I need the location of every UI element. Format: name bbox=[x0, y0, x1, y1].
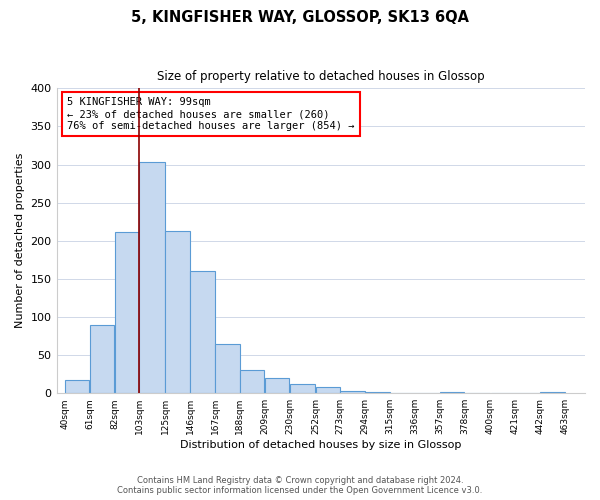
Bar bbox=[115, 232, 139, 393]
Text: 5, KINGFISHER WAY, GLOSSOP, SK13 6QA: 5, KINGFISHER WAY, GLOSSOP, SK13 6QA bbox=[131, 10, 469, 25]
Bar bbox=[290, 384, 315, 393]
Bar bbox=[90, 324, 114, 393]
Bar bbox=[215, 344, 239, 393]
Text: Contains HM Land Registry data © Crown copyright and database right 2024.
Contai: Contains HM Land Registry data © Crown c… bbox=[118, 476, 482, 495]
Bar bbox=[265, 378, 289, 393]
X-axis label: Distribution of detached houses by size in Glossop: Distribution of detached houses by size … bbox=[180, 440, 461, 450]
Bar bbox=[316, 387, 340, 393]
Title: Size of property relative to detached houses in Glossop: Size of property relative to detached ho… bbox=[157, 70, 485, 83]
Y-axis label: Number of detached properties: Number of detached properties bbox=[15, 153, 25, 328]
Bar bbox=[440, 392, 464, 393]
Bar bbox=[65, 380, 89, 393]
Text: 5 KINGFISHER WAY: 99sqm
← 23% of detached houses are smaller (260)
76% of semi-d: 5 KINGFISHER WAY: 99sqm ← 23% of detache… bbox=[67, 98, 355, 130]
Bar bbox=[190, 272, 215, 393]
Bar bbox=[139, 162, 165, 393]
Bar bbox=[365, 392, 390, 393]
Bar bbox=[166, 231, 190, 393]
Bar bbox=[540, 392, 565, 393]
Bar bbox=[340, 391, 365, 393]
Bar bbox=[240, 370, 265, 393]
